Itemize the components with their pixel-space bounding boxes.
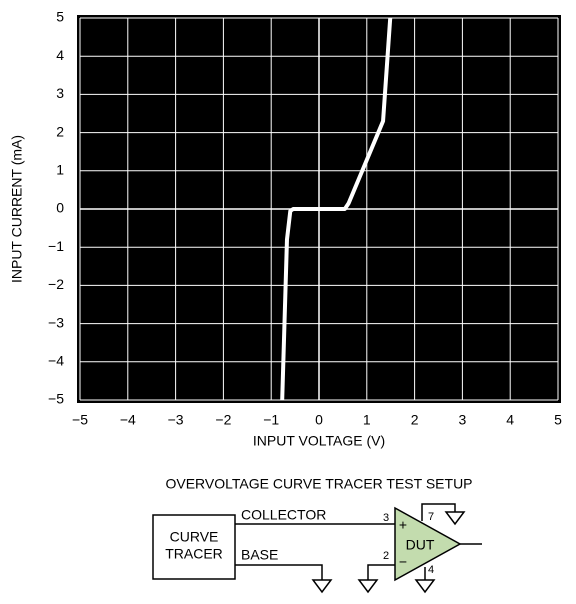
dut-label: DUT [406,537,435,553]
box-label: TRACER [165,546,223,562]
wire [235,564,323,580]
pin-label: 3 [383,512,389,524]
y-axis-label: INPUT CURRENT (mA) [9,135,25,283]
y-tick-label: −1 [48,238,64,254]
wire-label: COLLECTOR [241,507,326,523]
y-tick-label: 3 [56,85,64,101]
minus-sign: − [399,554,407,570]
x-tick-label: −2 [215,412,231,428]
x-tick-label: 2 [411,412,419,428]
data-line [280,17,393,401]
curve-tracer-box [152,514,236,580]
x-tick-label: −1 [263,412,279,428]
box-label: CURVE [170,529,219,545]
wire [421,503,456,521]
ground [414,579,436,594]
ground [311,579,333,594]
op-amp [394,506,462,582]
x-tick-label: −4 [120,412,136,428]
wire [367,564,395,580]
diagram-title: OVERVOLTAGE CURVE TRACER TEST SETUP [165,476,472,492]
x-tick-label: 4 [506,412,514,428]
pin-label: 2 [383,550,389,562]
pin-label: 7 [428,511,434,523]
x-tick-label: −3 [168,412,184,428]
y-tick-label: 4 [56,47,64,63]
y-tick-label: 1 [56,162,64,178]
y-tick-label: −4 [48,353,64,369]
x-tick-label: 5 [554,412,562,428]
y-tick-label: −5 [48,391,64,407]
x-tick-label: 0 [315,412,323,428]
x-tick-label: 1 [363,412,371,428]
plus-sign: + [399,517,407,533]
y-tick-label: 0 [56,200,64,216]
pin-label: 4 [428,564,434,576]
test-setup-diagram: OVERVOLTAGE CURVE TRACER TEST SETUP CURV… [152,476,482,594]
ground [357,579,379,594]
x-tick-label: −5 [72,412,88,428]
x-tick-label: 3 [459,412,467,428]
x-axis-label: INPUT VOLTAGE (V) [253,433,385,449]
y-tick-label: 2 [56,123,64,139]
ground [444,511,466,526]
y-tick-label: −3 [48,314,64,330]
y-tick-label: −2 [48,276,64,292]
y-tick-label: 5 [56,9,64,25]
wire-label: BASE [241,547,278,563]
